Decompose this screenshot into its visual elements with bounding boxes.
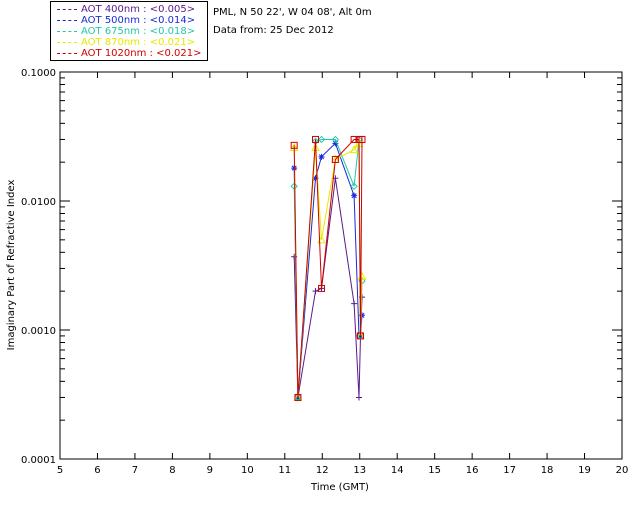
x-tick-label-12: 12 bbox=[316, 465, 329, 476]
x-tick-label-7: 7 bbox=[132, 465, 138, 476]
y-tick-label-0.0010: 0.0010 bbox=[21, 326, 56, 337]
point-4-7 bbox=[356, 332, 364, 340]
x-tick-label-17: 17 bbox=[503, 465, 516, 476]
x-tick-label-8: 8 bbox=[169, 465, 175, 476]
legend-item-500nm: AOT 500nm : <0.014> bbox=[57, 15, 195, 26]
point-4-0 bbox=[290, 141, 298, 149]
series-0 bbox=[291, 175, 365, 401]
point-4-8 bbox=[358, 135, 366, 143]
legend-swatch-500nm bbox=[57, 19, 77, 21]
point-1-4 bbox=[332, 140, 339, 147]
x-tick-label-18: 18 bbox=[541, 465, 554, 476]
point-0-5 bbox=[351, 300, 358, 307]
x-tick-label-20: 20 bbox=[616, 465, 629, 476]
x-tick-label-10: 10 bbox=[241, 465, 254, 476]
legend-label-500nm: AOT 500nm : <0.014> bbox=[81, 15, 196, 26]
series-3 bbox=[289, 138, 367, 401]
point-2-4 bbox=[331, 135, 340, 144]
x-tick-label-15: 15 bbox=[428, 465, 441, 476]
point-1-3 bbox=[318, 153, 325, 160]
series-line-0 bbox=[293, 178, 363, 398]
series-1 bbox=[291, 140, 365, 401]
legend-label-675nm: AOT 675nm : <0.018> bbox=[81, 26, 196, 37]
point-4-1 bbox=[294, 393, 302, 401]
legend-label-1020nm: AOT 1020nm : <0.021> bbox=[81, 48, 202, 59]
point-4-5 bbox=[350, 135, 358, 143]
date-info: Data from: 25 Dec 2012 bbox=[213, 25, 334, 36]
legend-item-870nm: AOT 870nm : <0.021> bbox=[57, 37, 195, 48]
point-4-2 bbox=[312, 135, 320, 143]
series-2 bbox=[290, 135, 366, 402]
site-info: PML, N 50 22', W 04 08', Alt 0m bbox=[213, 7, 372, 18]
y-tick-label-0.0100: 0.0100 bbox=[21, 197, 56, 208]
legend-label-870nm: AOT 870nm : <0.021> bbox=[81, 37, 196, 48]
x-tick-label-11: 11 bbox=[278, 465, 291, 476]
point-0-6 bbox=[355, 394, 362, 401]
x-axis-label: Time (GMT) bbox=[310, 482, 369, 493]
x-tick-label-5: 5 bbox=[57, 465, 63, 476]
legend-swatch-1020nm bbox=[57, 52, 77, 54]
point-1-8 bbox=[358, 312, 365, 319]
point-2-5 bbox=[350, 182, 358, 191]
point-1-2 bbox=[312, 175, 319, 182]
point-1-5 bbox=[351, 192, 358, 199]
point-2-3 bbox=[317, 135, 326, 144]
y-axis-label: Imaginary Part of Refractive Index bbox=[6, 180, 17, 351]
plot-frame bbox=[59, 71, 623, 460]
legend-swatch-400nm bbox=[57, 8, 77, 10]
point-4-4 bbox=[331, 155, 339, 163]
x-tick-label-9: 9 bbox=[207, 465, 213, 476]
legend-swatch-675nm bbox=[57, 30, 77, 32]
series-line-4 bbox=[293, 139, 363, 398]
x-tick-label-16: 16 bbox=[466, 465, 479, 476]
legend-item-675nm: AOT 675nm : <0.018> bbox=[57, 26, 195, 37]
series-4 bbox=[290, 135, 366, 401]
y-tick-label-0.1000: 0.1000 bbox=[21, 68, 56, 79]
x-tick-label-19: 19 bbox=[578, 465, 591, 476]
x-tick-label-13: 13 bbox=[353, 465, 366, 476]
x-tick-label-6: 6 bbox=[94, 465, 100, 476]
legend-swatch-870nm bbox=[57, 41, 77, 43]
legend-label-400nm: AOT 400nm : <0.005> bbox=[81, 4, 196, 15]
legend: AOT 400nm : <0.005> AOT 500nm : <0.014> … bbox=[50, 1, 208, 61]
point-2-0 bbox=[290, 182, 298, 191]
y-tick-label-0.0001: 0.0001 bbox=[21, 455, 56, 466]
legend-item-400nm: AOT 400nm : <0.005> bbox=[57, 4, 195, 15]
point-4-3 bbox=[318, 284, 326, 292]
point-3-5 bbox=[349, 145, 359, 154]
legend-item-1020nm: AOT 1020nm : <0.021> bbox=[57, 48, 201, 59]
x-tick-label-14: 14 bbox=[391, 465, 404, 476]
point-0-2 bbox=[312, 288, 319, 295]
